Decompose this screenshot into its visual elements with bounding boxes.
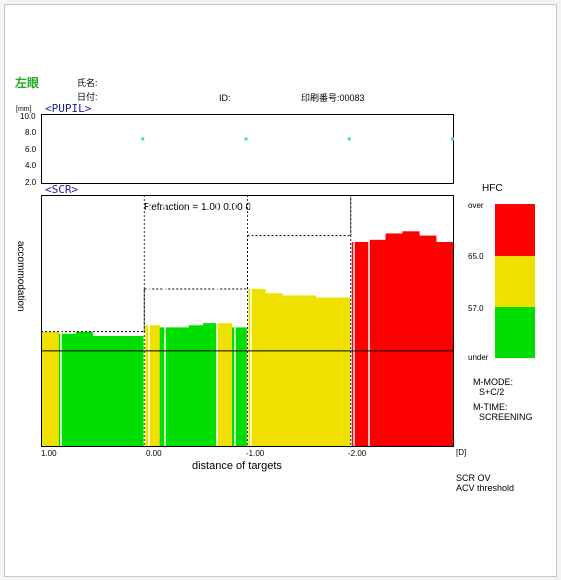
scr-bar (436, 241, 454, 447)
pupil-point (451, 137, 454, 141)
legend-label: 57.0 (468, 304, 484, 313)
x-axis-label: distance of targets (192, 460, 282, 472)
scr-bar (126, 335, 144, 447)
scr-bar (282, 295, 300, 447)
scr-bar (203, 323, 218, 447)
pupil-unit: [mm] (16, 106, 32, 113)
legend-title: HFC (482, 183, 503, 194)
x-tick-label: 1.00 (41, 449, 57, 458)
x-unit-label: [D] (456, 448, 467, 457)
scr-title: <SCR> (45, 183, 79, 196)
footer-line-2: ACV threshold (456, 483, 515, 493)
refraction-label: Refraction = 1.00 0.00 0 (144, 202, 252, 213)
scr-bar (332, 297, 351, 447)
pupil-frame (41, 114, 454, 184)
scr-bar (248, 288, 266, 447)
scr-bar (351, 241, 369, 447)
time-value: SCREENING (479, 412, 533, 422)
x-tick-label: 0.00 (146, 449, 162, 458)
scr-bar (402, 231, 420, 447)
scr-bar (419, 235, 437, 447)
legend-label: under (468, 353, 489, 362)
scr-bar (109, 335, 127, 447)
scr-bar (75, 331, 93, 447)
scr-bar (265, 293, 283, 447)
scr-bar (159, 327, 175, 447)
x-tick-label: -2.00 (348, 449, 367, 458)
scr-bar (299, 295, 317, 447)
legend-label: over (468, 201, 484, 210)
scr-bar (92, 335, 110, 447)
footer-line-1: SCR OV (456, 473, 491, 483)
y-axis-label: accommodation (15, 241, 26, 312)
scr-bar (145, 325, 161, 447)
scr-bar (368, 239, 386, 447)
pupil-title: <PUPIL> (45, 102, 92, 115)
report-sheet: 左眼 氏名: 日付: ID: 印刷番号:00083 [mm] <PUPIL> 1… (4, 4, 557, 577)
scr-bar (217, 323, 233, 447)
name-label: 氏名: (77, 78, 98, 88)
legend-swatch-yellow (495, 256, 535, 307)
scr-bar (58, 333, 77, 447)
id-label: ID: (219, 93, 231, 103)
pupil-tick: 8.0 (25, 128, 37, 137)
scr-bar (188, 325, 204, 447)
legend-label: 65.0 (468, 252, 484, 261)
pupil-tick: 2.0 (25, 178, 37, 187)
scr-bar (385, 233, 403, 447)
mode-label: M-MODE: (473, 377, 513, 387)
mode-value: S+C/2 (479, 387, 505, 397)
scr-frame (41, 195, 454, 447)
scr-bar (316, 297, 334, 447)
legend-swatch-green (495, 307, 535, 358)
pupil-point (141, 137, 145, 141)
pupil-tick: 10.0 (20, 112, 36, 121)
pupil-point (347, 137, 351, 141)
x-tick-label: -1.00 (246, 449, 265, 458)
pupil-chart (41, 114, 454, 184)
legend-swatch-red (495, 204, 535, 256)
pupil-tick: 6.0 (25, 145, 37, 154)
pupil-tick: 4.0 (25, 161, 37, 170)
print-number: 印刷番号:00083 (301, 93, 365, 103)
scr-chart (41, 195, 454, 447)
eye-label: 左眼 (15, 76, 40, 90)
time-label: M-TIME: (473, 402, 508, 412)
scr-bar (174, 327, 189, 447)
date-label: 日付: (77, 92, 98, 102)
scr-bar (42, 331, 60, 447)
pupil-point (244, 137, 248, 141)
